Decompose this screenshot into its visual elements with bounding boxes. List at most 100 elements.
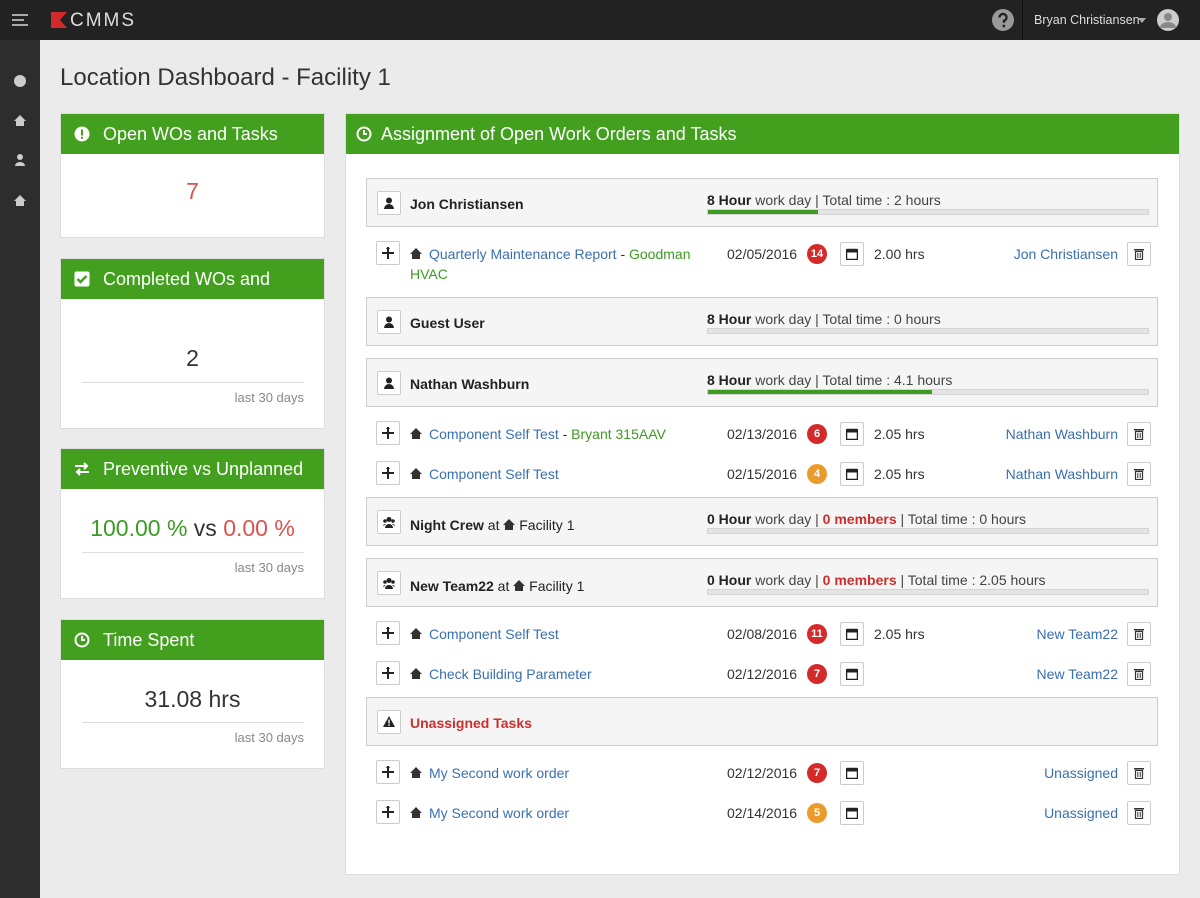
group-icon-glyph: [383, 578, 395, 589]
group-icon-glyph: [384, 316, 394, 328]
help-icon[interactable]: [992, 9, 1014, 31]
sidebar-icons[interactable]: [13, 74, 27, 244]
group-icon-glyph: [383, 716, 395, 727]
user-name[interactable]: Bryan Christiansen: [1034, 13, 1140, 27]
caret[interactable]: [1138, 18, 1146, 23]
move-button[interactable]: [376, 461, 400, 485]
house-icon: [410, 248, 422, 259]
card-title: Open WOs and Tasks: [103, 124, 278, 144]
value-text: 31.08 hrs: [144, 686, 241, 712]
task-row: My Second work order 02/14/2016 5 Unassigne…: [366, 792, 1158, 832]
task-title: Quarterly Maintenance Report - Goodman H…: [410, 244, 700, 284]
group-info: 0 Hour work day | 0 members | Total time…: [707, 572, 1046, 588]
due-date: 02/15/2016: [727, 466, 798, 482]
hours: 0 Hour: [707, 511, 752, 527]
task-link[interactable]: My Second work order: [429, 765, 570, 781]
delete-button[interactable]: [1127, 422, 1151, 446]
move-button[interactable]: [376, 621, 400, 645]
group-name: New Team22 at Facility 1: [410, 578, 584, 594]
move-icon: [382, 427, 394, 439]
due-date: 02/12/2016: [727, 666, 798, 682]
calendar-icon: [846, 248, 858, 260]
delete-button[interactable]: [1127, 242, 1151, 266]
card-icon: [75, 462, 89, 476]
calendar-button[interactable]: [840, 801, 864, 825]
assignee[interactable]: Unassigned: [1044, 765, 1118, 781]
move-button[interactable]: [376, 760, 400, 784]
progress-bar: [707, 328, 1149, 334]
menu-icon[interactable]: [12, 14, 28, 26]
calendar-button[interactable]: [840, 462, 864, 486]
group-name: Jon Christiansen: [410, 196, 524, 212]
brand: CMMS: [70, 10, 137, 31]
calendar-icon: [846, 628, 858, 640]
progress-fill: [708, 210, 818, 214]
assignment-group: Unassigned Tasks My Second work order 02/1…: [366, 697, 1158, 836]
group-name: Unassigned Tasks: [410, 715, 532, 731]
card-divider: [82, 382, 304, 383]
task-link[interactable]: Quarterly Maintenance Report: [429, 246, 617, 262]
count-badge: 6: [807, 424, 827, 444]
trash-icon: [1134, 629, 1144, 640]
separator: -: [562, 426, 568, 442]
house-icon: [503, 519, 516, 530]
assignment-group: Guest User 8 Hour work day | Total time :…: [366, 297, 1158, 346]
avatar[interactable]: [1157, 9, 1179, 31]
group-info: 8 Hour work day | Total time : 0 hours: [707, 311, 941, 327]
members: 0 members: [822, 572, 897, 588]
page-title: Location Dashboard - Facility 1: [60, 64, 391, 91]
hours: 0 Hour: [707, 572, 752, 588]
calendar-button[interactable]: [840, 242, 864, 266]
move-button[interactable]: [376, 241, 400, 265]
card-divider: [82, 722, 304, 723]
calendar-button[interactable]: [840, 761, 864, 785]
delete-button[interactable]: [1127, 622, 1151, 646]
group-icon: [377, 191, 401, 215]
move-button[interactable]: [376, 421, 400, 445]
assignee[interactable]: Nathan Washburn: [1005, 466, 1118, 482]
task-link[interactable]: Component Self Test: [429, 466, 559, 482]
task-rows: Component Self Test - Bryant 315AAV 02/13…: [366, 407, 1158, 497]
group-info: 0 Hour work day | 0 members | Total time…: [707, 511, 1026, 527]
workday-label: work day |: [755, 572, 819, 588]
group-icon-glyph: [384, 377, 394, 389]
trash-icon: [1134, 669, 1144, 680]
task-link[interactable]: My Second work order: [429, 805, 570, 821]
group-icon: [377, 310, 401, 334]
progress-bar: [707, 589, 1149, 595]
group-icon-glyph: [383, 517, 395, 528]
delete-button[interactable]: [1127, 462, 1151, 486]
members: 0 members: [822, 511, 897, 527]
delete-button[interactable]: [1127, 761, 1151, 785]
assignee[interactable]: Jon Christiansen: [1013, 246, 1118, 262]
assignee[interactable]: Unassigned: [1044, 805, 1118, 821]
group-icon-glyph: [384, 197, 394, 209]
calendar-button[interactable]: [840, 622, 864, 646]
preventive-value: 100.00 %: [90, 515, 188, 541]
assignee[interactable]: Nathan Washburn: [1005, 426, 1118, 442]
name-text: New Team22: [410, 578, 494, 594]
delete-button[interactable]: [1127, 662, 1151, 686]
delete-button[interactable]: [1127, 801, 1151, 825]
card-icon: [74, 271, 90, 287]
task-link[interactable]: Component Self Test: [429, 426, 559, 442]
move-icon: [382, 766, 394, 778]
hours: 8 Hour: [707, 192, 752, 208]
assignee[interactable]: New Team22: [1036, 626, 1118, 642]
progress-bar: [707, 528, 1149, 534]
time-estimate: 2.05 hrs: [874, 426, 925, 442]
move-icon: [382, 467, 394, 479]
calendar-button[interactable]: [840, 662, 864, 686]
assignee[interactable]: New Team22: [1036, 666, 1118, 682]
calendar-icon: [846, 767, 858, 779]
name-text: Nathan Washburn: [410, 376, 530, 392]
task-link[interactable]: Check Building Parameter: [429, 666, 592, 682]
card-icon: [74, 126, 90, 142]
move-button[interactable]: [376, 800, 400, 824]
calendar-button[interactable]: [840, 422, 864, 446]
move-button[interactable]: [376, 661, 400, 685]
task-link[interactable]: Component Self Test: [429, 626, 559, 642]
task-title: My Second work order: [410, 763, 700, 783]
